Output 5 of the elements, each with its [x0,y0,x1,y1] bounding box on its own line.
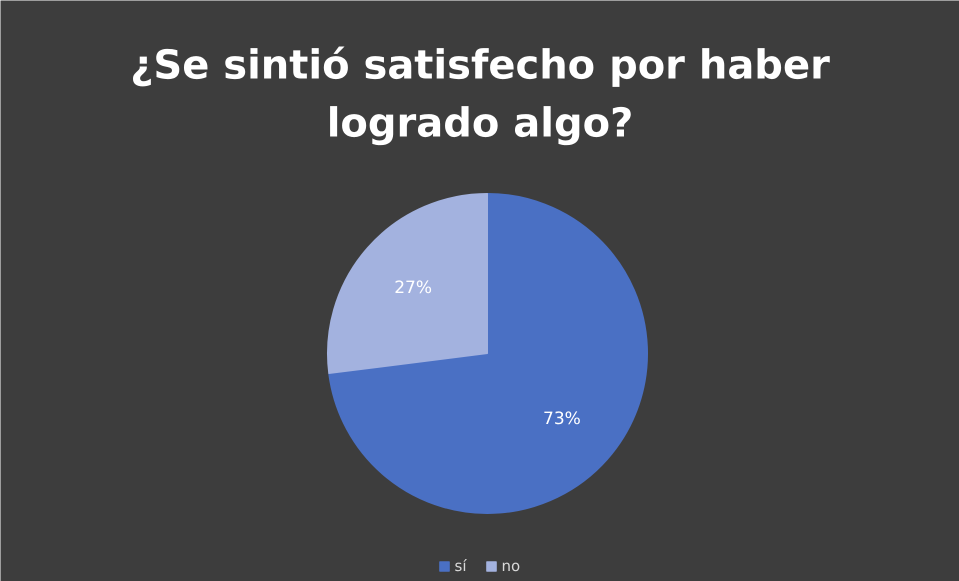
legend-label: sí [454,557,468,575]
legend-label: no [502,557,522,575]
chart-title: ¿Se sintió satisfecho por haber logrado algo? [130,42,830,146]
data-label: 27% [394,278,432,298]
data-label: 73% [543,409,581,430]
